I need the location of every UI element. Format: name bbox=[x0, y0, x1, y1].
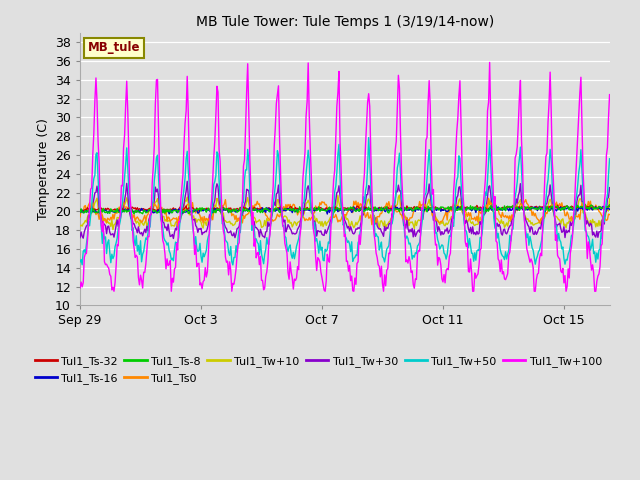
Tul1_Ts-8 bbox=[605, 202, 613, 208]
Tul1_Ts-8 bbox=[581, 202, 589, 207]
Tul1_Tw+50 bbox=[605, 156, 613, 162]
Line: Tul1_Tw+10: Tul1_Tw+10 bbox=[80, 195, 609, 230]
Tul1_Tw+50 bbox=[364, 164, 371, 170]
Tul1_Ts-32 bbox=[329, 204, 337, 210]
Line: Tul1_Tw+30: Tul1_Tw+30 bbox=[80, 181, 609, 239]
Tul1_Ts0 bbox=[513, 203, 520, 208]
Tul1_Ts0 bbox=[76, 214, 84, 220]
Tul1_Tw+30 bbox=[333, 190, 340, 195]
Tul1_Tw+30 bbox=[76, 235, 84, 240]
Tul1_Ts-32 bbox=[218, 208, 225, 214]
Tul1_Ts0 bbox=[484, 195, 492, 201]
Tul1_Tw+10 bbox=[364, 197, 371, 203]
Tul1_Tw+100 bbox=[392, 138, 400, 144]
Tul1_Ts0 bbox=[174, 223, 182, 229]
Tul1_Ts-16 bbox=[364, 207, 371, 213]
Tul1_Tw+100 bbox=[329, 196, 337, 202]
Tul1_Ts-16 bbox=[177, 211, 185, 217]
Tul1_Ts-16 bbox=[329, 206, 337, 212]
Tul1_Ts-16 bbox=[605, 206, 613, 212]
Tul1_Tw+50 bbox=[332, 183, 340, 189]
Tul1_Tw+10 bbox=[396, 192, 403, 198]
Tul1_Ts-32 bbox=[554, 202, 561, 208]
Tul1_Ts-32 bbox=[364, 205, 371, 211]
Tul1_Tw+30 bbox=[330, 206, 337, 212]
Tul1_Ts0 bbox=[605, 212, 613, 217]
Tul1_Tw+10 bbox=[332, 204, 340, 210]
Tul1_Ts-32 bbox=[332, 204, 340, 210]
Tul1_Ts-32 bbox=[76, 207, 84, 213]
Tul1_Ts-8 bbox=[364, 207, 371, 213]
Line: Tul1_Tw+100: Tul1_Tw+100 bbox=[80, 62, 609, 291]
Tul1_Tw+50 bbox=[513, 188, 520, 193]
Tul1_Tw+30 bbox=[513, 196, 520, 202]
Tul1_Tw+100 bbox=[364, 99, 371, 105]
Tul1_Tw+10 bbox=[605, 196, 613, 202]
Line: Tul1_Ts-16: Tul1_Ts-16 bbox=[80, 206, 609, 214]
Tul1_Ts-16 bbox=[332, 208, 340, 214]
Tul1_Ts-16 bbox=[511, 206, 519, 212]
Text: MB_tule: MB_tule bbox=[88, 41, 140, 54]
Tul1_Tw+10 bbox=[109, 227, 116, 233]
Tul1_Tw+100 bbox=[332, 135, 340, 141]
Tul1_Ts0 bbox=[329, 212, 337, 218]
Tul1_Tw+10 bbox=[329, 213, 337, 219]
Tul1_Tw+100 bbox=[486, 60, 493, 65]
Tul1_Tw+50 bbox=[329, 212, 337, 217]
Tul1_Ts-8 bbox=[76, 210, 84, 216]
Line: Tul1_Tw+50: Tul1_Tw+50 bbox=[80, 138, 609, 265]
Tul1_Tw+10 bbox=[392, 203, 400, 208]
Tul1_Ts-8 bbox=[392, 206, 400, 212]
Tul1_Ts0 bbox=[364, 209, 371, 215]
Tul1_Tw+30 bbox=[184, 179, 191, 184]
Line: Tul1_Ts-8: Tul1_Ts-8 bbox=[80, 204, 609, 214]
Line: Tul1_Ts0: Tul1_Ts0 bbox=[80, 198, 609, 226]
Tul1_Tw+30 bbox=[170, 236, 177, 241]
Y-axis label: Temperature (C): Temperature (C) bbox=[36, 118, 49, 220]
Title: MB Tule Tower: Tule Temps 1 (3/19/14-now): MB Tule Tower: Tule Temps 1 (3/19/14-now… bbox=[196, 15, 494, 29]
Tul1_Ts-8 bbox=[131, 211, 138, 216]
Tul1_Ts-16 bbox=[599, 204, 607, 209]
Tul1_Ts-32 bbox=[511, 204, 519, 210]
Tul1_Ts-32 bbox=[595, 204, 603, 209]
Tul1_Ts-8 bbox=[332, 208, 340, 214]
Tul1_Tw+30 bbox=[394, 189, 401, 195]
Tul1_Ts-8 bbox=[595, 204, 603, 210]
Tul1_Tw+100 bbox=[76, 285, 84, 291]
Line: Tul1_Ts-32: Tul1_Ts-32 bbox=[80, 205, 609, 211]
Tul1_Tw+10 bbox=[76, 223, 84, 229]
Tul1_Tw+30 bbox=[605, 185, 613, 191]
Tul1_Tw+30 bbox=[595, 229, 603, 235]
Tul1_Tw+100 bbox=[605, 92, 613, 97]
Tul1_Ts0 bbox=[595, 208, 603, 214]
Tul1_Tw+100 bbox=[513, 152, 520, 157]
Tul1_Tw+50 bbox=[365, 135, 372, 141]
Tul1_Ts-16 bbox=[76, 208, 84, 214]
Tul1_Tw+30 bbox=[365, 183, 372, 189]
Tul1_Ts0 bbox=[392, 209, 400, 215]
Tul1_Ts0 bbox=[332, 212, 340, 217]
Tul1_Tw+100 bbox=[110, 288, 118, 294]
Tul1_Tw+10 bbox=[595, 217, 603, 223]
Tul1_Tw+100 bbox=[595, 271, 603, 277]
Tul1_Ts-16 bbox=[594, 205, 602, 211]
Tul1_Tw+50 bbox=[394, 165, 401, 171]
Tul1_Tw+50 bbox=[595, 247, 603, 253]
Tul1_Tw+10 bbox=[513, 206, 520, 212]
Tul1_Ts-8 bbox=[511, 206, 519, 212]
Tul1_Ts-32 bbox=[392, 206, 400, 212]
Legend: Tul1_Ts-32, Tul1_Ts-16, Tul1_Ts-8, Tul1_Ts0, Tul1_Tw+10, Tul1_Tw+30, Tul1_Tw+50,: Tul1_Ts-32, Tul1_Ts-16, Tul1_Ts-8, Tul1_… bbox=[30, 352, 607, 388]
Tul1_Ts-8 bbox=[329, 204, 337, 210]
Tul1_Tw+50 bbox=[76, 259, 84, 265]
Tul1_Ts-16 bbox=[392, 205, 400, 211]
Tul1_Ts-32 bbox=[605, 204, 613, 209]
Tul1_Tw+50 bbox=[229, 262, 237, 268]
